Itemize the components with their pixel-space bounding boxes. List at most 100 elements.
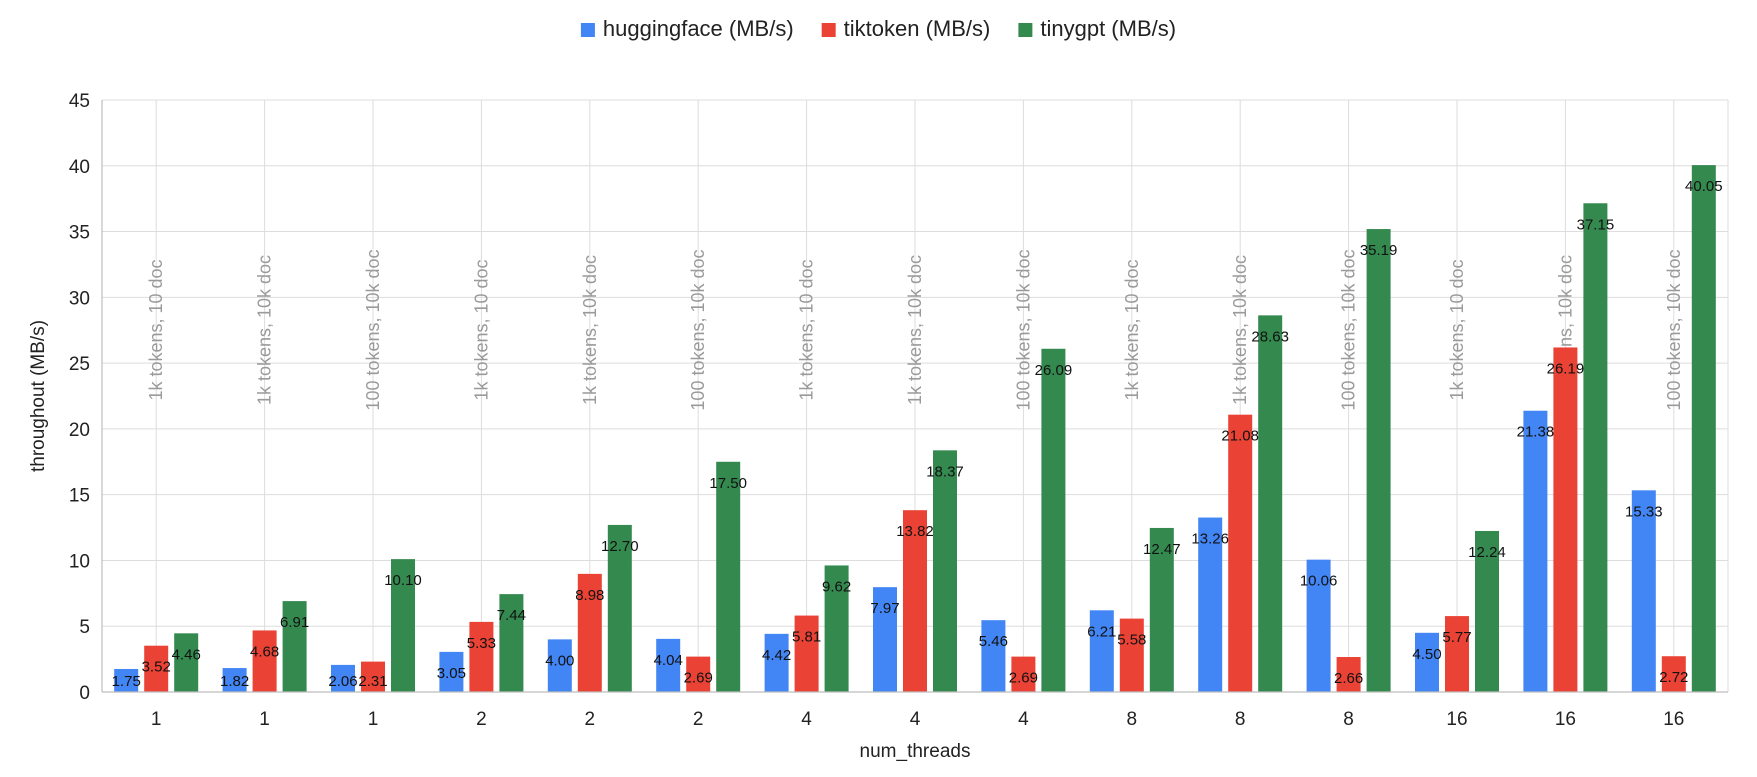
y-tick-label: 10	[69, 551, 90, 572]
bar	[686, 656, 711, 692]
bar-value-label: 4.50	[1412, 646, 1441, 663]
bar-value-label: 17.50	[709, 475, 747, 492]
bar-value-label: 12.70	[601, 538, 639, 555]
bar	[1119, 618, 1144, 692]
bar-value-label: 12.47	[1143, 541, 1181, 558]
y-tick-label: 45	[69, 91, 90, 112]
bar	[1306, 559, 1331, 692]
y-tick-label: 0	[79, 683, 90, 704]
legend-label: tinygpt (MB/s)	[1040, 16, 1176, 41]
bar	[222, 668, 247, 692]
bar	[1258, 315, 1283, 692]
bar	[1553, 347, 1578, 692]
legend-label: tiktoken (MB/s)	[844, 16, 991, 41]
bar	[1011, 656, 1036, 692]
x-tick-label: 1	[368, 709, 379, 730]
x-tick-label: 16	[1555, 709, 1576, 730]
y-tick-label: 15	[69, 486, 90, 507]
y-axis-ticks: 0 5 10 15 20 25 30 35 40 45	[69, 91, 90, 704]
bar-value-label: 35.19	[1360, 242, 1398, 259]
bar-labels: 1.75 1.82 2.06 3.05 4.00 4.04 4.42 7.97 5.46 6.21…	[112, 178, 1723, 690]
bar-value-label: 40.05	[1685, 178, 1723, 195]
y-tick-label: 30	[69, 288, 90, 309]
bar-value-label: 21.38	[1517, 424, 1555, 441]
x-axis-ticks: 1 1 1 2 2 2 4 4 4 8 8 8 16 16 16	[151, 709, 1684, 730]
bar-value-label: 26.19	[1547, 360, 1585, 377]
group-annotation: 1k tokens, 10 doc	[1447, 259, 1467, 400]
bar-value-label: 10.10	[384, 572, 422, 589]
bar	[174, 633, 199, 692]
bar-value-label: 2.69	[1009, 670, 1038, 687]
x-tick-label: 4	[910, 709, 921, 730]
bar	[1149, 527, 1174, 692]
bar	[1415, 632, 1439, 692]
bar	[547, 639, 572, 692]
bar	[1523, 410, 1548, 692]
bar-value-label: 18.37	[926, 463, 964, 480]
bar-value-label: 5.58	[1117, 632, 1146, 649]
bar	[1336, 657, 1361, 692]
x-tick-label: 1	[151, 709, 162, 730]
group-annotation: 1k tokens, 10 doc	[1122, 259, 1142, 400]
group-annotation: 1k tokens, 10 doc	[146, 259, 166, 400]
bar	[981, 620, 1006, 692]
bar	[873, 587, 897, 692]
bar	[1089, 610, 1114, 692]
bar	[607, 524, 632, 692]
x-axis-title: num_threads	[860, 741, 971, 762]
bar-value-label: 4.68	[250, 643, 279, 660]
x-tick-label: 8	[1235, 709, 1246, 730]
bar	[764, 633, 789, 692]
bar-value-label: 5.81	[792, 629, 821, 646]
bar	[1631, 490, 1656, 692]
y-tick-label: 40	[69, 157, 90, 178]
x-tick-label: 8	[1343, 709, 1354, 730]
y-tick-label: 25	[69, 354, 90, 375]
bar-value-label: 1.82	[220, 673, 249, 690]
bar-value-label: 4.46	[172, 646, 201, 663]
legend-item: tiktoken (MB/s)	[821, 16, 991, 41]
bar	[656, 638, 681, 692]
bar-value-label: 7.44	[497, 607, 526, 624]
group-annotation: 1k tokens, 10 doc	[797, 259, 817, 400]
group-annotation: 1k tokens, 10k doc	[905, 255, 925, 405]
y-tick-label: 20	[69, 420, 90, 441]
legend-item: huggingface (MB/s)	[580, 16, 794, 41]
bar-value-label: 7.97	[870, 600, 899, 617]
bar-value-label: 12.24	[1468, 544, 1506, 561]
x-tick-label: 1	[259, 709, 270, 730]
bar-value-label: 2.66	[1334, 670, 1363, 687]
x-tick-label: 2	[476, 709, 487, 730]
group-annotation: 100 tokens, 10k doc	[363, 249, 383, 410]
bar-value-label: 5.46	[979, 633, 1008, 650]
bar-value-label: 2.69	[684, 670, 713, 687]
bar	[1661, 656, 1686, 692]
legend-item: tinygpt (MB/s)	[1018, 16, 1176, 41]
group-annotations: 1k tokens, 10 doc 1k tokens, 10k doc 100 t…	[146, 249, 1684, 410]
bar-value-label: 2.06	[328, 673, 357, 690]
bar	[469, 621, 494, 692]
bar-value-label: 5.33	[467, 635, 496, 652]
bar	[252, 630, 277, 692]
bar-value-label: 4.00	[545, 652, 574, 669]
group-annotation: 1k tokens, 10k doc	[1230, 255, 1250, 405]
legend-label: huggingface (MB/s)	[603, 16, 794, 41]
bar	[114, 668, 139, 692]
bar-value-label: 3.05	[437, 665, 466, 682]
group-annotation: 100 tokens, 10k doc	[688, 249, 708, 410]
bar	[1366, 229, 1391, 692]
legend: huggingface (MB/s) tiktoken (MB/s) tinygpt…	[580, 16, 1176, 41]
bar-value-label: 4.04	[654, 652, 683, 669]
bar-value-label: 10.06	[1300, 573, 1338, 590]
legend-swatch	[821, 23, 836, 37]
bar	[577, 573, 602, 692]
bar-value-label: 28.63	[1251, 328, 1289, 345]
group-annotation: 1k tokens, 10 doc	[471, 259, 491, 400]
bar	[282, 601, 307, 692]
x-tick-label: 8	[1127, 709, 1138, 730]
bar-value-label: 26.09	[1035, 362, 1073, 379]
x-tick-label: 4	[1018, 709, 1029, 730]
bar	[824, 565, 849, 692]
legend-swatch	[1018, 23, 1033, 37]
